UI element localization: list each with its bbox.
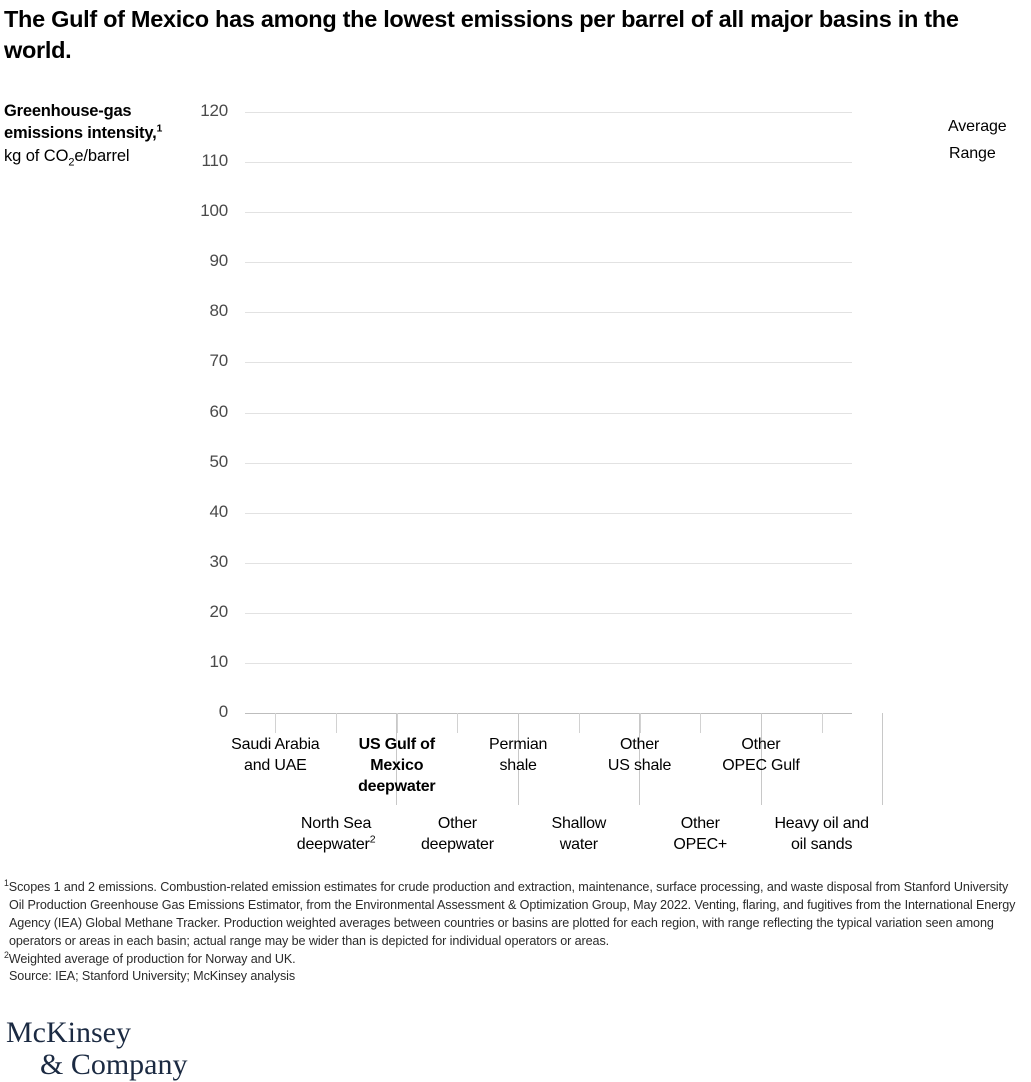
footnote-1-marker: 1 <box>4 877 9 888</box>
y-axis-tick-label-40: 40 <box>209 501 228 521</box>
category-label-line: Other <box>680 815 720 832</box>
category-label-line: Other <box>741 736 781 753</box>
category-label-line: Shallow <box>551 815 607 832</box>
footnotes: 1Scopes 1 and 2 emissions. Combustion-re… <box>4 877 1024 986</box>
category-label-footnote-marker: 2 <box>369 833 376 846</box>
gridline-0 <box>245 713 852 714</box>
y-axis-tick-label-30: 30 <box>209 551 228 571</box>
category-label-line: oil sands <box>790 835 853 853</box>
page-title: The Gulf of Mexico has among the lowest … <box>4 6 959 63</box>
gridline-90 <box>245 262 852 264</box>
x-axis-tick-9 <box>822 713 823 733</box>
gridline-10 <box>245 662 852 664</box>
x-axis-tick-0 <box>275 713 276 733</box>
y-axis-tick-label-50: 50 <box>209 451 228 471</box>
gridline-30 <box>245 562 852 564</box>
category-label-bottom-3: Other OPEC+ <box>636 814 764 856</box>
category-label-line: OPEC+ <box>673 835 728 853</box>
y-axis-tick-label-110: 110 <box>201 151 228 171</box>
y-axis-tick-label-100: 100 <box>200 201 228 221</box>
category-label-line: Permian <box>489 736 548 753</box>
x-axis-tick-3 <box>457 713 458 733</box>
category-label-line: shale <box>499 756 537 774</box>
gridline-120 <box>245 112 852 113</box>
footnote-1: 1Scopes 1 and 2 emissions. Combustion-re… <box>4 877 1024 951</box>
x-axis-separator-1 <box>396 713 397 805</box>
gridline-70 <box>245 362 852 364</box>
gridline-40 <box>245 512 852 514</box>
x-axis-separator-5 <box>882 713 883 805</box>
category-label-line: deepwater <box>420 835 494 853</box>
category-label-top-1: US Gulf of Mexico deepwater <box>335 735 459 797</box>
chart-plot-area <box>245 112 852 714</box>
category-label-top-2: Permian shale <box>456 735 580 777</box>
category-label-line: OPEC Gulf <box>722 756 800 774</box>
range-marker-icon <box>926 147 939 160</box>
gridline-80 <box>245 312 852 314</box>
logo-line-2: & Company <box>40 1048 188 1082</box>
y-axis-caption: Greenhouse-gas emissions intensity,1 kg … <box>4 101 194 168</box>
gridline-100 <box>245 212 852 214</box>
logo-line-1: McKinsey <box>6 1016 131 1049</box>
y-axis-tick-label-60: 60 <box>209 401 228 421</box>
y-axis-tick-label-10: 10 <box>209 651 228 671</box>
legend-item-average: Average <box>925 113 1007 140</box>
category-label-top-0: Saudi Arabia and UAE <box>213 735 337 777</box>
category-label-line: Other <box>437 815 477 832</box>
footnote-1-text: Scopes 1 and 2 emissions. Combustion-rel… <box>8 880 1016 948</box>
x-axis-separator-4 <box>761 713 762 805</box>
y-axis-tick-label-0: 0 <box>218 702 228 721</box>
category-label-top-3: Other US shale <box>578 735 702 777</box>
y-axis-caption-unit: kg of CO2e/barrel <box>4 146 194 168</box>
x-axis-tick-1 <box>336 713 337 733</box>
y-axis-unit-subscript: 2 <box>68 156 75 169</box>
x-axis-separator-2 <box>518 713 519 805</box>
category-label-line: US shale <box>607 756 672 774</box>
category-label-line: water <box>559 835 598 853</box>
y-axis-unit-prefix: kg of CO <box>4 146 69 165</box>
category-label-bottom-4: Heavy oil and oil sands <box>758 814 886 856</box>
legend-label-average: Average <box>948 117 1007 135</box>
y-axis-unit-suffix: e/barrel <box>74 146 130 165</box>
x-axis-separator-3 <box>639 713 640 805</box>
gridline-20 <box>245 612 852 614</box>
y-axis-tick-label-70: 70 <box>209 351 228 371</box>
category-label-line: and UAE <box>244 756 307 774</box>
footnote-2: 2Weighted average of production for Norw… <box>4 949 1024 969</box>
footnote-2-marker: 2 <box>4 949 9 960</box>
legend-item-range: Range <box>925 140 1007 167</box>
y-axis-caption-title-text: Greenhouse-gas emissions intensity, <box>4 102 157 142</box>
category-label-line: deepwater2 <box>296 833 376 853</box>
source-line: Source: IEA; Stanford University; McKins… <box>9 969 296 984</box>
y-axis-tick-label-80: 80 <box>209 301 228 321</box>
category-label-bottom-0: North Sea deepwater2 <box>272 814 400 856</box>
category-label-bottom-1: Other deepwater <box>393 814 521 856</box>
category-label-line: Mexico <box>370 756 424 774</box>
category-label-line: Heavy oil and <box>774 815 869 832</box>
x-axis-tick-7 <box>700 713 701 733</box>
y-axis-caption-footnote-marker: 1 <box>156 122 163 135</box>
average-marker-icon <box>925 120 939 134</box>
category-label-top-4: Other OPEC Gulf <box>699 735 823 777</box>
legend-label-range: Range <box>949 144 996 162</box>
y-axis-tick-label-20: 20 <box>209 601 228 621</box>
category-label-line: deepwater <box>358 777 436 795</box>
y-axis-tick-label-120: 120 <box>200 101 228 120</box>
mckinsey-logo: McKinsey & Company <box>6 1016 188 1082</box>
y-axis-tick-label-90: 90 <box>209 251 228 271</box>
chart-legend: Average Range <box>925 113 1007 167</box>
category-label-bottom-2: Shallow water <box>515 814 643 856</box>
footnote-2-text: Weighted average of production for Norwa… <box>8 951 296 966</box>
gridline-50 <box>245 462 852 464</box>
gridline-110 <box>245 162 852 164</box>
category-label-line: Other <box>620 736 660 753</box>
x-axis-tick-5 <box>579 713 580 733</box>
y-axis-caption-title: Greenhouse-gas emissions intensity,1 <box>4 101 194 145</box>
gridline-60 <box>245 412 852 414</box>
category-label-line: US Gulf of <box>358 736 435 753</box>
category-label-line: Saudi Arabia <box>231 736 320 753</box>
x-axis-tick-2 <box>397 713 398 733</box>
x-axis-tick-6 <box>640 713 641 733</box>
category-label-line: North Sea <box>300 815 372 832</box>
